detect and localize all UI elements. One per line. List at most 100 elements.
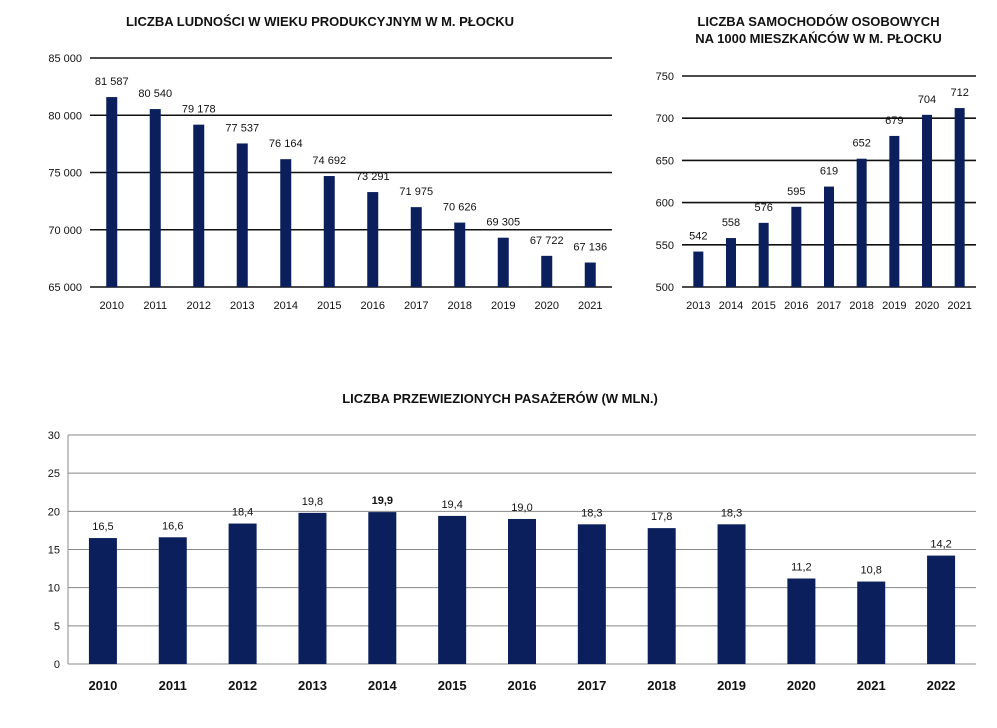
chart-working-age-population: LICZBA LUDNOŚCI W WIEKU PRODUKCYJNYM W M… [0, 0, 640, 330]
chart-title: LICZBA PRZEWIEZIONYCH PASAŻERÓW (W MLN.) [342, 391, 658, 406]
bar [647, 528, 676, 664]
bar [368, 512, 397, 664]
data-label: 18,4 [232, 507, 253, 519]
data-label: 69 305 [486, 217, 520, 229]
y-tick-label: 700 [656, 113, 674, 125]
bar [236, 143, 248, 287]
x-tick-label: 2019 [882, 300, 906, 312]
bar [541, 255, 553, 287]
x-tick-label: 2013 [230, 300, 254, 312]
y-tick-label: 750 [656, 71, 674, 83]
bar [584, 262, 596, 287]
x-tick-label: 2018 [647, 678, 676, 693]
bar [280, 159, 292, 287]
x-tick-label: 2010 [100, 300, 124, 312]
data-label: 542 [689, 231, 707, 243]
bar [927, 555, 956, 664]
bar [298, 512, 327, 664]
bar [158, 537, 187, 664]
bar [438, 515, 467, 664]
data-label: 10,8 [861, 565, 882, 577]
chart-title: LICZBA LUDNOŚCI W WIEKU PRODUKCYJNYM W M… [125, 14, 515, 29]
data-label: 19,9 [372, 495, 393, 507]
y-tick-label: 80 000 [48, 110, 82, 122]
x-tick-label: 2020 [915, 300, 939, 312]
x-tick-label: 2016 [361, 300, 385, 312]
bar [889, 135, 900, 287]
y-tick-label: 85 000 [48, 53, 82, 65]
x-tick-label: 2012 [228, 678, 257, 693]
bar [508, 518, 536, 664]
x-tick-label: 2015 [317, 300, 341, 312]
x-tick-label: 2013 [686, 300, 710, 312]
bar [497, 237, 509, 287]
data-label: 79 178 [182, 104, 216, 116]
x-tick-label: 2012 [187, 300, 211, 312]
data-label: 576 [754, 202, 772, 214]
data-label: 70 626 [443, 202, 477, 214]
bar [726, 238, 736, 287]
data-label: 17,8 [651, 511, 672, 523]
chart-plot: 500 550 600 650 700 750 542 2013 558 2014 576 2015 5… [656, 71, 976, 312]
chart-plot: 0 5 10 15 20 25 30 16,5 2010 16,6 2011 18,4 2012 19,8… [48, 430, 976, 693]
bar [791, 206, 802, 287]
bar [824, 186, 834, 287]
bar [410, 207, 422, 287]
y-tick-label: 65 000 [48, 282, 82, 294]
x-tick-label: 2018 [448, 300, 472, 312]
x-tick-label: 2011 [143, 300, 167, 312]
x-tick-label: 2010 [88, 678, 117, 693]
bar [577, 524, 606, 664]
data-label: 80 540 [138, 88, 172, 100]
y-tick-label: 5 [54, 621, 60, 633]
x-tick-label: 2014 [274, 300, 298, 312]
x-tick-label: 2020 [535, 300, 559, 312]
bar [88, 538, 117, 664]
x-tick-label: 2011 [159, 678, 187, 693]
y-tick-label: 25 [48, 468, 60, 480]
chart-title-line-1: LICZBA SAMOCHODÓW OSOBOWYCH [697, 14, 940, 29]
x-tick-label: 2021 [857, 678, 886, 693]
x-tick-label: 2017 [577, 678, 606, 693]
x-tick-label: 2020 [787, 678, 816, 693]
data-label: 558 [722, 217, 740, 229]
bar [367, 192, 379, 287]
x-tick-label: 2021 [947, 300, 971, 312]
bar [323, 176, 335, 287]
x-tick-label: 2016 [508, 678, 537, 693]
data-label: 704 [918, 94, 936, 106]
bar [787, 578, 816, 664]
bar [693, 251, 704, 287]
chart-passengers: LICZBA PRZEWIEZIONYCH PASAŻERÓW (W MLN.)… [0, 380, 997, 728]
data-label: 67 136 [573, 242, 607, 254]
data-label: 18,3 [581, 507, 602, 519]
x-tick-label: 2014 [719, 300, 743, 312]
x-tick-label: 2022 [927, 678, 956, 693]
bar [454, 222, 466, 287]
data-label: 16,6 [162, 520, 183, 532]
y-tick-label: 550 [656, 240, 674, 252]
data-label: 19,8 [302, 496, 323, 508]
bar [954, 108, 965, 288]
data-label: 619 [820, 166, 838, 178]
data-label: 74 692 [312, 155, 346, 167]
data-label: 77 537 [225, 122, 259, 134]
y-tick-label: 500 [656, 282, 674, 294]
bar [758, 222, 769, 287]
chart-plot: 65 000 70 000 75 000 80 000 85 000 81 587 2010… [48, 53, 612, 312]
data-label: 19,4 [441, 499, 462, 511]
y-tick-label: 30 [48, 430, 60, 442]
x-tick-label: 2017 [404, 300, 428, 312]
data-label: 595 [787, 186, 805, 198]
data-label: 19,0 [511, 502, 532, 514]
data-label: 18,3 [721, 507, 742, 519]
y-tick-label: 15 [48, 545, 60, 557]
bar [193, 124, 205, 288]
data-label: 652 [852, 138, 870, 150]
x-tick-label: 2016 [784, 300, 808, 312]
data-label: 73 291 [356, 171, 390, 183]
data-label: 67 722 [530, 235, 564, 247]
x-tick-label: 2019 [717, 678, 746, 693]
y-tick-label: 650 [656, 155, 674, 167]
data-label: 81 587 [95, 76, 129, 88]
